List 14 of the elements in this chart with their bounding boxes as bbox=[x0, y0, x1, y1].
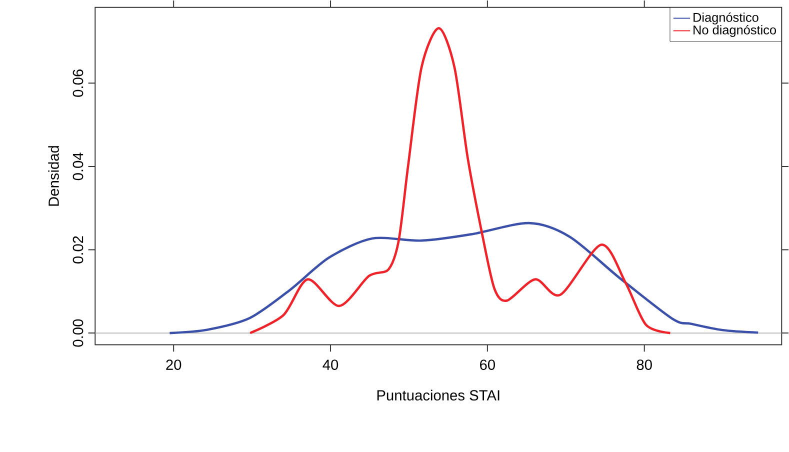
y-tick-label: 0.02 bbox=[72, 236, 84, 264]
x-tick-label: 20 bbox=[166, 360, 182, 370]
line-series bbox=[168, 222, 760, 334]
legend-label: No diagnóstico bbox=[694, 25, 776, 38]
y-tick-label: 0.06 bbox=[72, 70, 84, 98]
y-axis-title: Densidad bbox=[48, 146, 59, 206]
y-tick-label: 0.04 bbox=[72, 152, 84, 180]
x-tick-label: 60 bbox=[480, 360, 495, 370]
line-series bbox=[248, 27, 672, 334]
y-tick-label: 0.00 bbox=[72, 320, 84, 347]
x-tick-label: 40 bbox=[322, 360, 338, 370]
x-tick-label: 80 bbox=[636, 360, 652, 370]
x-axis-title: Puntuaciones STAI bbox=[377, 390, 500, 401]
legend-label: Diagnóstico bbox=[694, 12, 758, 25]
